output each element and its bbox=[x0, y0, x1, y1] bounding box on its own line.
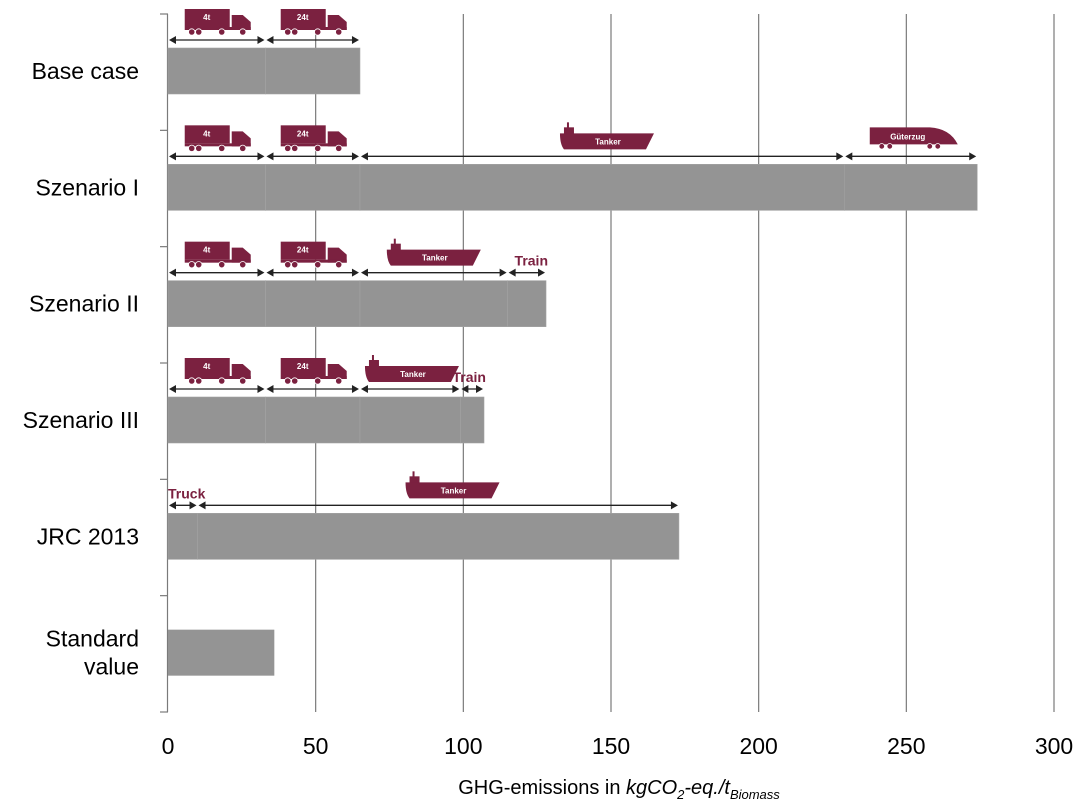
category-labels: Base case Szenario I Szenario II Szenario I… bbox=[23, 58, 139, 680]
bar-segment bbox=[265, 396, 361, 444]
segment-arrow bbox=[169, 385, 265, 393]
segment-arrow bbox=[360, 385, 460, 393]
category-label: Base case bbox=[32, 58, 139, 84]
category-label: Szenario II bbox=[29, 291, 139, 317]
x-axis-title-unit-main: kgCO bbox=[626, 777, 677, 799]
segment-arrow bbox=[461, 385, 484, 393]
bar-segment bbox=[167, 513, 198, 560]
segment-arrow bbox=[360, 268, 507, 277]
grid-lines bbox=[315, 14, 1055, 712]
segment-arrow bbox=[360, 152, 844, 161]
truck-icon-text: 4t bbox=[203, 129, 210, 138]
bar-segment bbox=[460, 396, 485, 444]
segment-arrow bbox=[266, 36, 359, 44]
bar-segment bbox=[167, 396, 266, 444]
segment-arrow bbox=[508, 268, 546, 277]
x-axis-title-unit-sub2: Biomass bbox=[730, 787, 780, 802]
segment-label: Truck bbox=[168, 485, 206, 501]
transport-annotations: 4t 24t 4t 24t Tanker Güterzug 4t 24t Tanker Train… bbox=[168, 9, 977, 510]
x-tick-label: 200 bbox=[739, 733, 777, 759]
segment-arrow bbox=[169, 152, 265, 161]
truck-icon: 24t bbox=[280, 125, 347, 152]
truck-icon: 24t bbox=[280, 9, 347, 36]
segment-arrow bbox=[198, 501, 678, 510]
bar-segment bbox=[844, 164, 978, 211]
ship-icon-text: Tanker bbox=[400, 370, 426, 379]
y-axis bbox=[160, 13, 169, 713]
bar-segment bbox=[197, 513, 680, 560]
x-tick-label: 150 bbox=[592, 733, 630, 759]
x-axis-title-unit-mid: -eq./t bbox=[684, 777, 731, 799]
x-tick-label: 0 bbox=[162, 733, 175, 759]
bar-segment bbox=[167, 47, 266, 95]
truck-icon-text: 24t bbox=[297, 246, 309, 255]
category-label: value bbox=[84, 654, 139, 680]
truck-icon-text: 24t bbox=[297, 362, 309, 371]
bar-segment bbox=[359, 280, 508, 327]
truck-icon: 4t bbox=[184, 125, 251, 152]
category-label: Szenario I bbox=[35, 174, 139, 200]
category-label: JRC 2013 bbox=[37, 523, 139, 549]
truck-icon: 4t bbox=[184, 241, 251, 269]
truck-icon-text: 4t bbox=[203, 246, 210, 255]
bar-segment bbox=[359, 164, 845, 211]
ship-icon: Tanker bbox=[364, 355, 459, 382]
bar-segment bbox=[265, 164, 361, 211]
bar bbox=[168, 629, 275, 676]
bar-segment bbox=[359, 396, 461, 444]
segment-arrow bbox=[169, 501, 197, 510]
ship-icon-text: Tanker bbox=[441, 486, 467, 495]
ship-icon: Tanker bbox=[405, 471, 500, 499]
segment-arrow bbox=[266, 268, 359, 277]
segment-arrow bbox=[169, 268, 265, 277]
ship-icon: Tanker bbox=[559, 122, 654, 150]
bars bbox=[167, 47, 978, 676]
bar-segment bbox=[167, 280, 266, 327]
x-tick-labels: 0 50 100 150 200 250 300 bbox=[162, 733, 1074, 759]
segment-label: Train bbox=[515, 253, 548, 269]
segment-arrow bbox=[169, 36, 265, 44]
bar-segment bbox=[265, 280, 361, 327]
train-icon: Güterzug bbox=[869, 127, 958, 150]
truck-icon: 4t bbox=[184, 9, 251, 36]
segment-arrow bbox=[845, 152, 977, 161]
truck-icon-text: 24t bbox=[297, 13, 309, 22]
ship-icon: Tanker bbox=[386, 238, 481, 266]
x-axis-title-prefix: GHG-emissions in bbox=[458, 777, 626, 799]
segment-arrow bbox=[266, 385, 359, 393]
x-tick-label: 100 bbox=[444, 733, 482, 759]
x-tick-label: 300 bbox=[1035, 733, 1073, 759]
ship-icon-text: Tanker bbox=[422, 254, 448, 263]
truck-icon-text: 4t bbox=[203, 13, 210, 22]
truck-icon-text: 24t bbox=[297, 129, 309, 138]
segment-arrow bbox=[266, 152, 359, 161]
category-label: Standard bbox=[46, 626, 139, 652]
bar-segment bbox=[507, 280, 547, 327]
truck-icon: 24t bbox=[280, 358, 347, 385]
ship-icon-text: Tanker bbox=[595, 137, 621, 146]
train-icon-text: Güterzug bbox=[890, 132, 925, 141]
bar-segment bbox=[265, 47, 361, 95]
x-axis-title: GHG-emissions in kgCO2-eq./tBiomass bbox=[458, 777, 780, 802]
bar-segment bbox=[167, 164, 266, 211]
x-axis-title-unit-sub1: 2 bbox=[676, 787, 685, 802]
segment-label: Train bbox=[453, 369, 486, 385]
x-tick-label: 50 bbox=[303, 733, 329, 759]
truck-icon: 4t bbox=[184, 358, 251, 385]
truck-icon-text: 4t bbox=[203, 362, 210, 371]
category-label: Szenario III bbox=[23, 407, 139, 433]
x-tick-label: 250 bbox=[887, 733, 925, 759]
truck-icon: 24t bbox=[280, 241, 347, 269]
